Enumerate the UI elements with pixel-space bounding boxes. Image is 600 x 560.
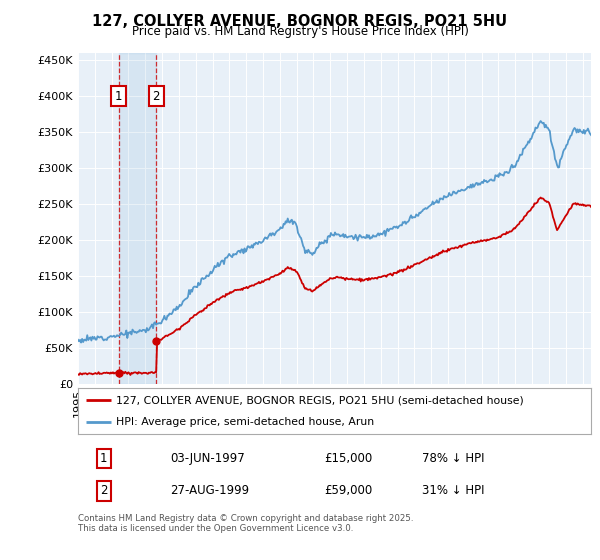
Text: 127, COLLYER AVENUE, BOGNOR REGIS, PO21 5HU (semi-detached house): 127, COLLYER AVENUE, BOGNOR REGIS, PO21 … xyxy=(116,395,524,405)
Text: 2: 2 xyxy=(152,90,160,103)
Text: £59,000: £59,000 xyxy=(324,484,373,497)
Text: 31% ↓ HPI: 31% ↓ HPI xyxy=(422,484,484,497)
Text: 1: 1 xyxy=(100,452,107,465)
Text: 03-JUN-1997: 03-JUN-1997 xyxy=(170,452,245,465)
Text: 127, COLLYER AVENUE, BOGNOR REGIS, PO21 5HU: 127, COLLYER AVENUE, BOGNOR REGIS, PO21 … xyxy=(92,14,508,29)
Text: Price paid vs. HM Land Registry's House Price Index (HPI): Price paid vs. HM Land Registry's House … xyxy=(131,25,469,38)
Bar xyxy=(119,53,156,384)
Text: £15,000: £15,000 xyxy=(324,452,373,465)
Text: 78% ↓ HPI: 78% ↓ HPI xyxy=(422,452,484,465)
Text: 2: 2 xyxy=(100,484,107,497)
Text: HPI: Average price, semi-detached house, Arun: HPI: Average price, semi-detached house,… xyxy=(116,417,374,427)
Text: 27-AUG-1999: 27-AUG-1999 xyxy=(170,484,250,497)
Text: Contains HM Land Registry data © Crown copyright and database right 2025.
This d: Contains HM Land Registry data © Crown c… xyxy=(78,514,413,534)
Text: 1: 1 xyxy=(115,90,122,103)
